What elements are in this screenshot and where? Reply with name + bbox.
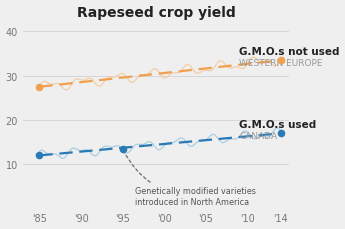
Point — [120, 147, 126, 151]
Point — [278, 132, 284, 136]
Point — [37, 154, 42, 158]
Text: G.M.O.s used: G.M.O.s used — [239, 119, 316, 129]
Text: WESTERN EUROPE: WESTERN EUROPE — [239, 59, 323, 68]
Point — [37, 85, 42, 89]
Title: Rapeseed crop yield: Rapeseed crop yield — [77, 5, 235, 19]
Point — [278, 59, 284, 63]
Text: G.M.O.s not used: G.M.O.s not used — [239, 46, 339, 57]
Text: CANADA: CANADA — [239, 131, 277, 140]
Text: Genetically modified varieties
introduced in North America: Genetically modified varieties introduce… — [124, 152, 256, 206]
